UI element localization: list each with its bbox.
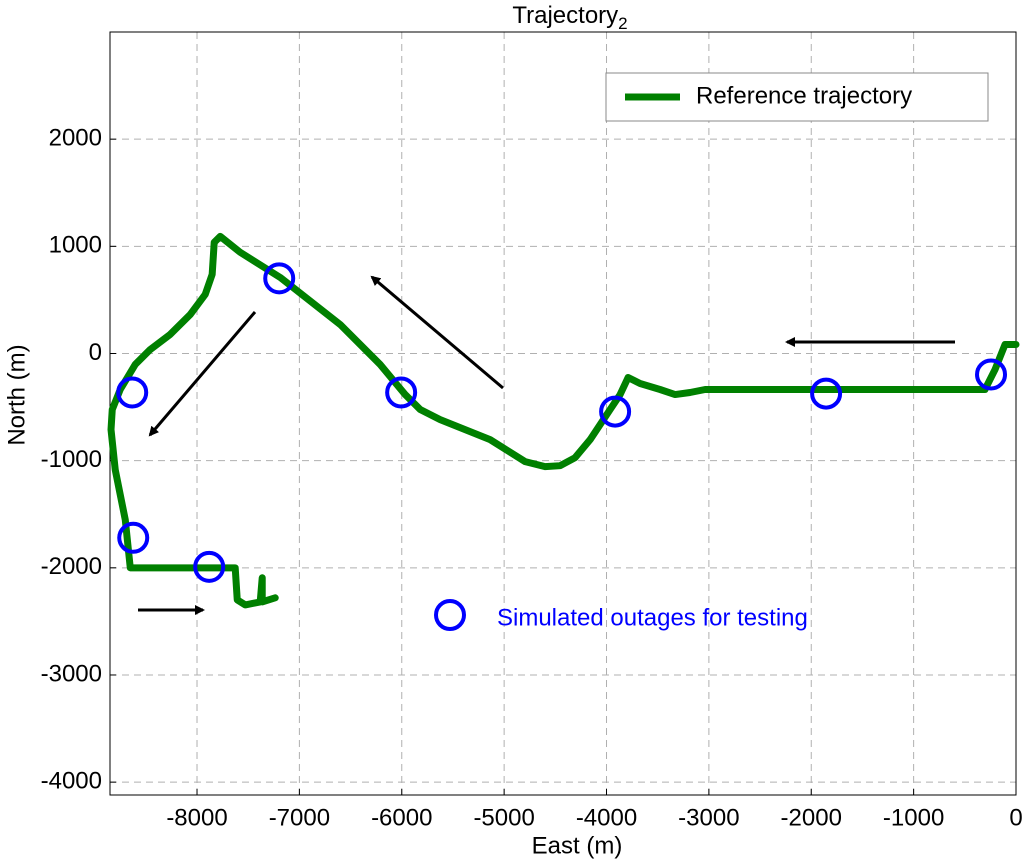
arrow — [148, 311, 257, 437]
trajectory-line — [107, 232, 1020, 609]
outage-marker — [116, 376, 149, 409]
y-tick-label: -4000 — [41, 767, 102, 794]
outage-annotation: Simulated outages for testing — [434, 599, 808, 631]
plot-area: -8000 -7000 -6000 -5000 -4000 -3000 -2000 -1000… — [41, 31, 1023, 831]
x-tick-label: 0 — [1009, 804, 1022, 831]
y-tick-label: -2000 — [41, 553, 102, 580]
x-tick-label: -6000 — [371, 804, 432, 831]
outage-marker — [263, 262, 296, 295]
outage-marker — [975, 358, 1008, 391]
y-tick-label: -1000 — [41, 446, 102, 473]
outage-marker — [599, 395, 632, 428]
title-subscript: 2 — [618, 14, 627, 33]
title-main: Trajectory — [512, 2, 618, 29]
legend: Reference trajectory — [605, 72, 989, 122]
x-tick-label: -1000 — [883, 804, 944, 831]
direction-arrows — [138, 275, 955, 615]
y-axis-label: North (m) — [3, 344, 30, 445]
x-tick-label: -2000 — [781, 804, 842, 831]
x-tick-label: -8000 — [166, 804, 227, 831]
outage-marker — [117, 521, 150, 554]
x-tick-label: -4000 — [576, 804, 637, 831]
plot-background — [110, 32, 1016, 795]
chart-title: Trajectory2 — [512, 2, 627, 33]
annotation-marker — [434, 599, 466, 631]
y-tick-label: 2000 — [49, 125, 102, 152]
y-tick-label: -3000 — [41, 660, 102, 687]
x-tick-label: -7000 — [269, 804, 330, 831]
x-axis-label: East (m) — [532, 832, 623, 859]
x-tick-label: -3000 — [678, 804, 739, 831]
outage-marker — [193, 550, 226, 583]
x-tick-label: -5000 — [473, 804, 534, 831]
y-tick-label: 1000 — [49, 232, 102, 259]
outage-marker — [385, 376, 418, 409]
outage-marker — [810, 377, 843, 410]
legend-label: Reference trajectory — [696, 82, 912, 109]
y-tick-label: 0 — [89, 339, 102, 366]
arrow — [370, 275, 504, 390]
legend-box — [605, 72, 989, 122]
annotation-label: Simulated outages for testing — [497, 604, 808, 631]
